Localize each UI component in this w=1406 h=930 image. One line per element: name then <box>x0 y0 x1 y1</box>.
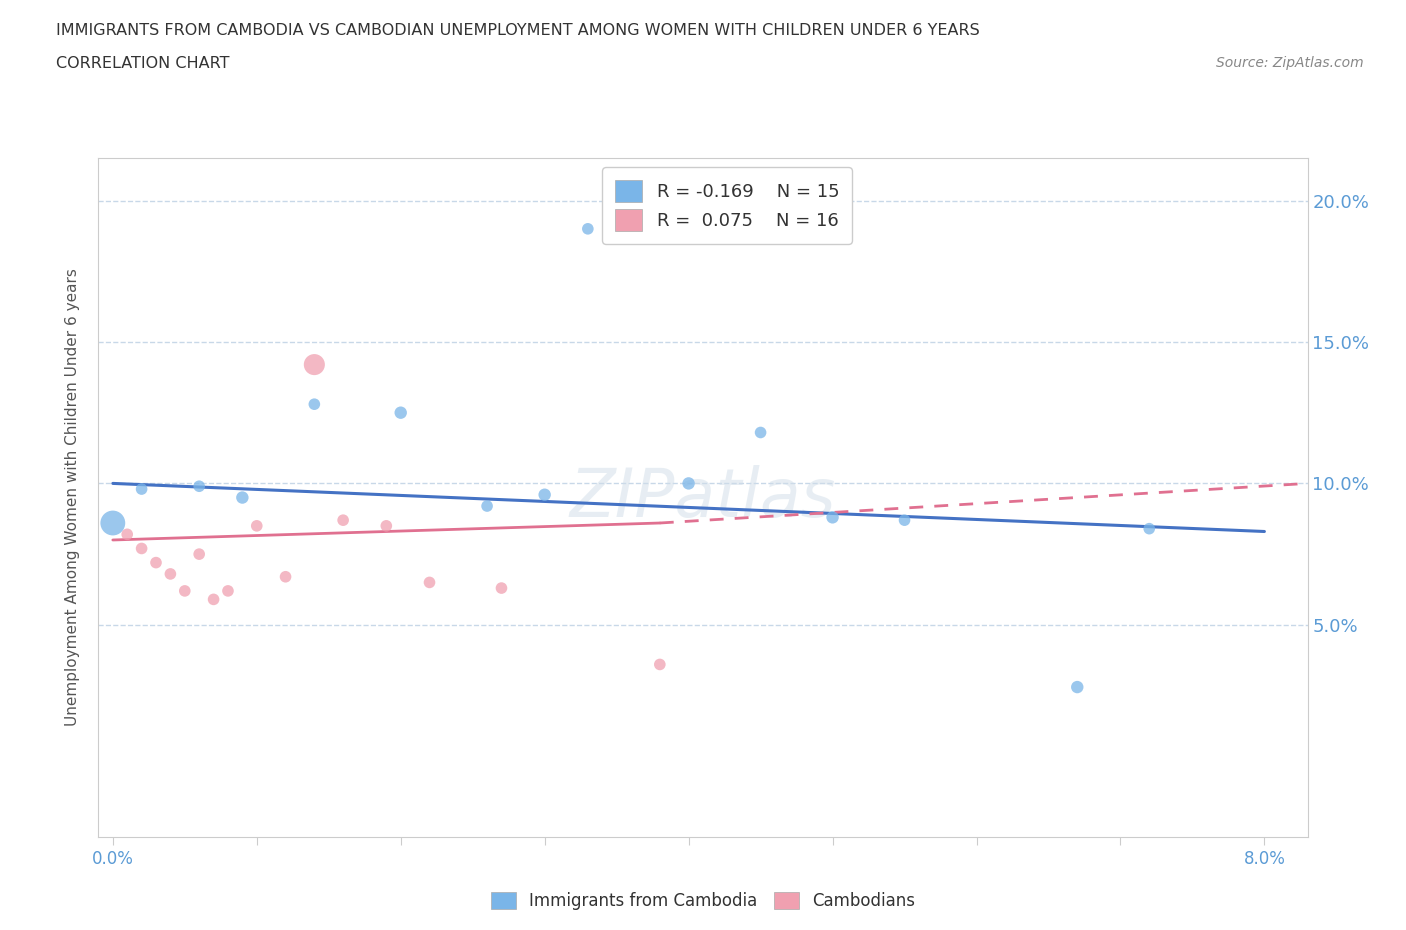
Text: IMMIGRANTS FROM CAMBODIA VS CAMBODIAN UNEMPLOYMENT AMONG WOMEN WITH CHILDREN UND: IMMIGRANTS FROM CAMBODIA VS CAMBODIAN UN… <box>56 23 980 38</box>
Point <box>749 425 772 440</box>
Point <box>131 482 153 497</box>
Point <box>389 405 412 420</box>
Point <box>217 583 239 598</box>
Legend: Immigrants from Cambodia, Cambodians: Immigrants from Cambodia, Cambodians <box>484 885 922 917</box>
Point <box>332 512 354 527</box>
Text: ZIPatlas: ZIPatlas <box>569 465 837 530</box>
Point <box>533 487 555 502</box>
Point <box>304 397 326 412</box>
Point <box>418 575 440 590</box>
Point <box>231 490 253 505</box>
Point <box>131 541 153 556</box>
Point <box>576 221 599 236</box>
Point <box>188 547 211 562</box>
Point <box>101 515 124 530</box>
Point <box>145 555 167 570</box>
Point <box>202 592 225 607</box>
Point <box>304 357 326 372</box>
Point <box>115 527 138 542</box>
Point <box>475 498 498 513</box>
Point <box>173 583 195 598</box>
Point <box>821 510 844 525</box>
Point <box>246 518 269 533</box>
Text: CORRELATION CHART: CORRELATION CHART <box>56 56 229 71</box>
Y-axis label: Unemployment Among Women with Children Under 6 years: Unemployment Among Women with Children U… <box>65 269 80 726</box>
Point <box>188 479 211 494</box>
Point <box>159 566 181 581</box>
Text: Source: ZipAtlas.com: Source: ZipAtlas.com <box>1216 56 1364 70</box>
Point <box>893 512 915 527</box>
Point <box>1066 680 1088 695</box>
Point <box>491 580 513 595</box>
Point <box>678 476 700 491</box>
Point <box>274 569 297 584</box>
Point <box>648 657 671 671</box>
Point <box>375 518 398 533</box>
Point <box>1137 521 1160 536</box>
Legend: R = -0.169    N = 15, R =  0.075    N = 16: R = -0.169 N = 15, R = 0.075 N = 16 <box>602 167 852 244</box>
